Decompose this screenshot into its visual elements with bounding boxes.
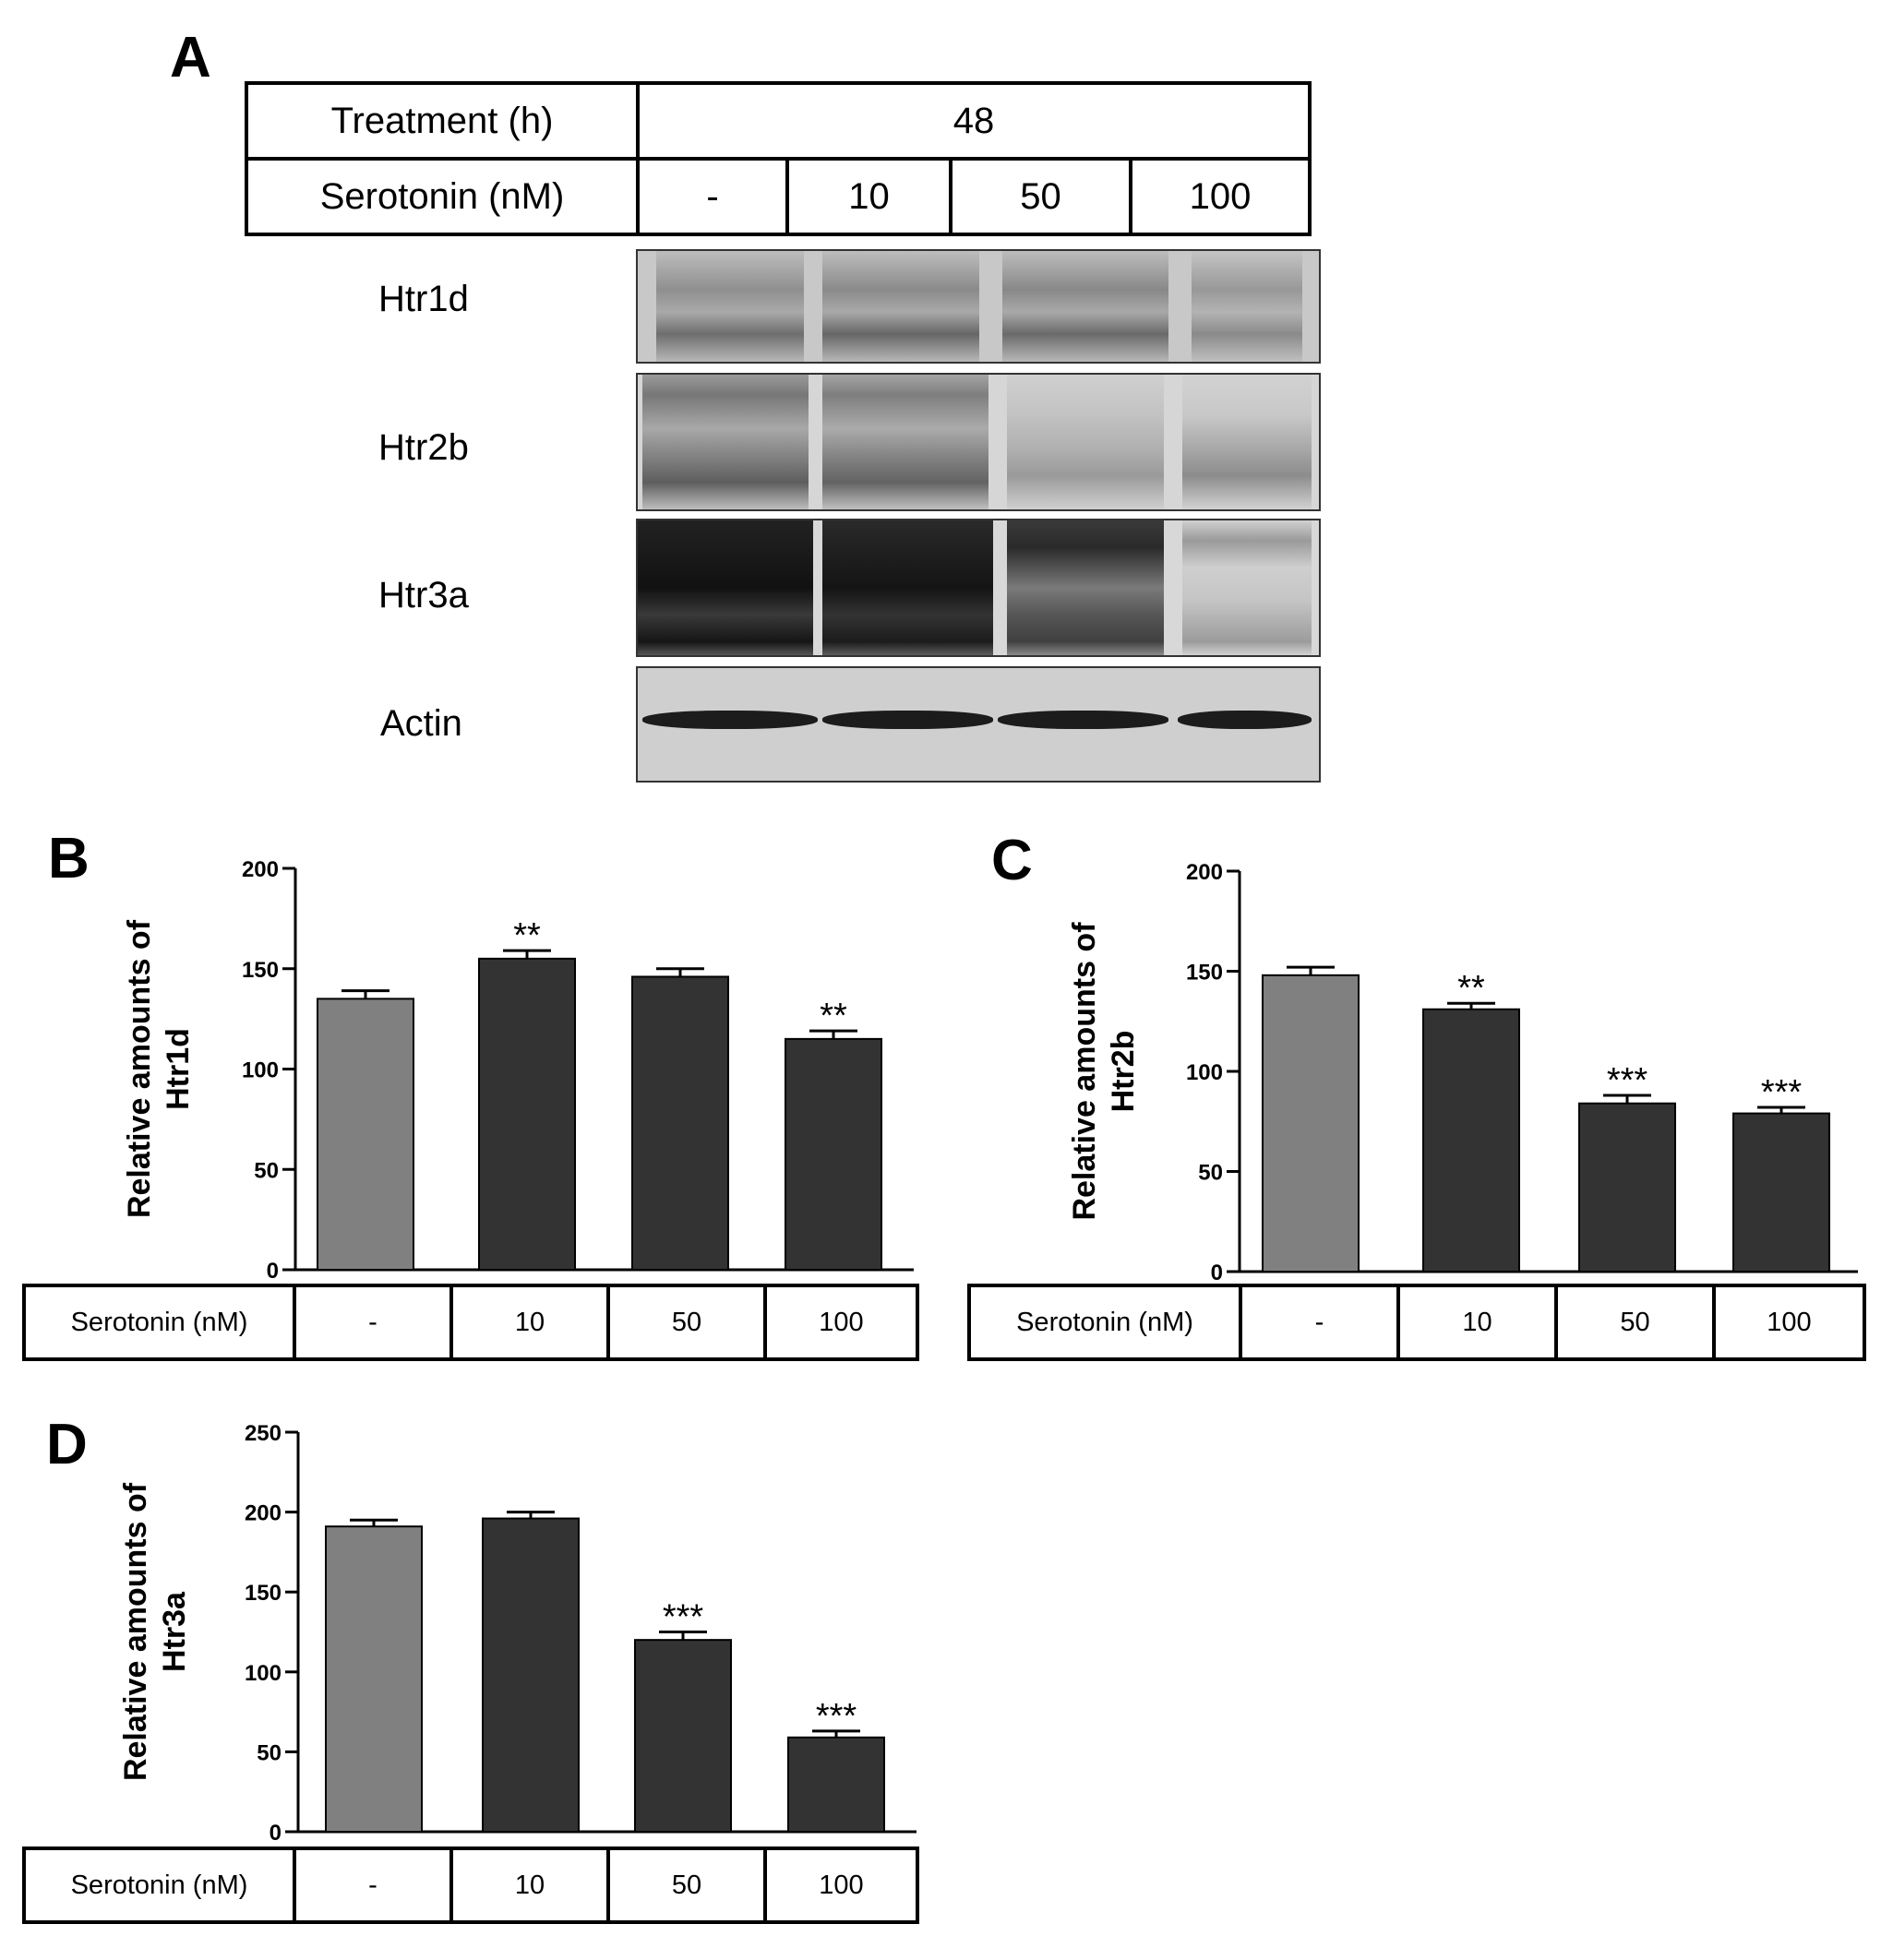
dose-cell: 50: [1554, 1284, 1716, 1361]
y-tick-label: 0: [267, 1259, 279, 1284]
dose-cell: 50: [606, 1846, 767, 1924]
dose-cell: 10: [785, 157, 952, 236]
y-axis-label: Htr2b: [1106, 1031, 1141, 1113]
treatment-value: 48: [636, 81, 1312, 161]
dose-cell: 10: [449, 1284, 610, 1361]
y-tick-label: 200: [242, 857, 279, 882]
y-tick-label: 0: [270, 1821, 282, 1846]
serotonin-table-b: Serotonin (nM) - 10 50 100: [22, 1284, 919, 1361]
y-axis-label: Relative amounts of: [118, 1482, 153, 1781]
dose-cell: 100: [763, 1846, 919, 1924]
y-axis-label: Htr1d: [161, 1028, 196, 1110]
blot-label-actin: Actin: [380, 703, 462, 744]
y-tick-label: 150: [1186, 961, 1223, 986]
significance-marker: **: [513, 916, 541, 955]
dose-cell: 100: [1712, 1284, 1866, 1361]
y-tick-label: 50: [257, 1740, 282, 1765]
y-tick-label: 150: [245, 1581, 282, 1606]
dose-cell: 100: [1129, 157, 1312, 236]
y-tick-label: 200: [245, 1501, 282, 1526]
panel-label-c: C: [991, 829, 1033, 892]
blot-image-htr3a: [636, 519, 1321, 657]
y-tick-label: 50: [254, 1158, 279, 1183]
serotonin-row: Serotonin (nM) - 10 50 100: [245, 157, 1312, 236]
blot-image-actin: [636, 666, 1321, 783]
bar: [325, 1525, 423, 1833]
treatment-row: Treatment (h) 48: [245, 81, 1312, 161]
dose-cell: -: [293, 1284, 453, 1361]
blot-image-htr1d: [636, 249, 1321, 364]
y-tick-label: 0: [1211, 1261, 1223, 1285]
y-tick-label: 100: [245, 1661, 282, 1686]
significance-marker: **: [820, 997, 847, 1035]
y-tick-label: 150: [242, 958, 279, 983]
significance-marker: ***: [1761, 1073, 1803, 1112]
y-tick-label: 50: [1198, 1161, 1223, 1186]
significance-marker: ***: [1607, 1061, 1648, 1100]
y-tick-label: 200: [1186, 860, 1223, 885]
treatment-table: Treatment (h) 48 Serotonin (nM) - 10 50 …: [245, 81, 1312, 236]
serotonin-table-c: Serotonin (nM) - 10 50 100: [967, 1284, 1866, 1361]
bar: [787, 1736, 885, 1834]
bar: [1732, 1112, 1830, 1273]
y-tick-label: 250: [245, 1421, 282, 1446]
significance-marker: **: [1457, 969, 1485, 1008]
blot-label-htr2b: Htr2b: [378, 427, 469, 468]
dose-cell: 50: [606, 1284, 767, 1361]
y-axis-label: Relative amounts of: [1067, 922, 1102, 1221]
serotonin-label: Serotonin (nM): [245, 157, 640, 236]
bar: [1422, 1008, 1520, 1273]
y-tick-label: 100: [1186, 1060, 1223, 1085]
y-axis-label: Htr3a: [157, 1591, 192, 1672]
significance-marker: ***: [816, 1697, 857, 1736]
y-axis-label: Relative amounts of: [122, 919, 157, 1218]
dose-cell: 10: [449, 1846, 610, 1924]
significance-marker: ***: [663, 1598, 704, 1637]
dose-cell: 10: [1396, 1284, 1558, 1361]
dose-cell: -: [293, 1846, 453, 1924]
bar: [1578, 1102, 1676, 1273]
serotonin-label: Serotonin (nM): [22, 1284, 296, 1361]
treatment-label: Treatment (h): [245, 81, 640, 161]
panel-label-b: B: [48, 827, 90, 890]
panel-label-d: D: [46, 1413, 88, 1476]
blot-label-htr3a: Htr3a: [378, 575, 469, 615]
dose-cell: -: [1239, 1284, 1400, 1361]
serotonin-label: Serotonin (nM): [22, 1846, 296, 1924]
dose-cell: -: [636, 157, 789, 236]
serotonin-row: Serotonin (nM) - 10 50 100: [22, 1284, 919, 1361]
bar: [1262, 974, 1360, 1273]
serotonin-label: Serotonin (nM): [967, 1284, 1242, 1361]
serotonin-row: Serotonin (nM) - 10 50 100: [967, 1284, 1866, 1361]
dose-cell: 100: [763, 1284, 919, 1361]
y-tick-label: 100: [242, 1058, 279, 1083]
serotonin-table-d: Serotonin (nM) - 10 50 100: [22, 1846, 919, 1924]
blot-image-htr2b: [636, 373, 1321, 511]
dose-cell: 50: [949, 157, 1132, 236]
blot-label-htr1d: Htr1d: [378, 279, 469, 319]
bar: [634, 1639, 732, 1834]
serotonin-row: Serotonin (nM) - 10 50 100: [22, 1846, 919, 1924]
panel-label-a: A: [170, 26, 211, 90]
bar: [482, 1517, 580, 1833]
